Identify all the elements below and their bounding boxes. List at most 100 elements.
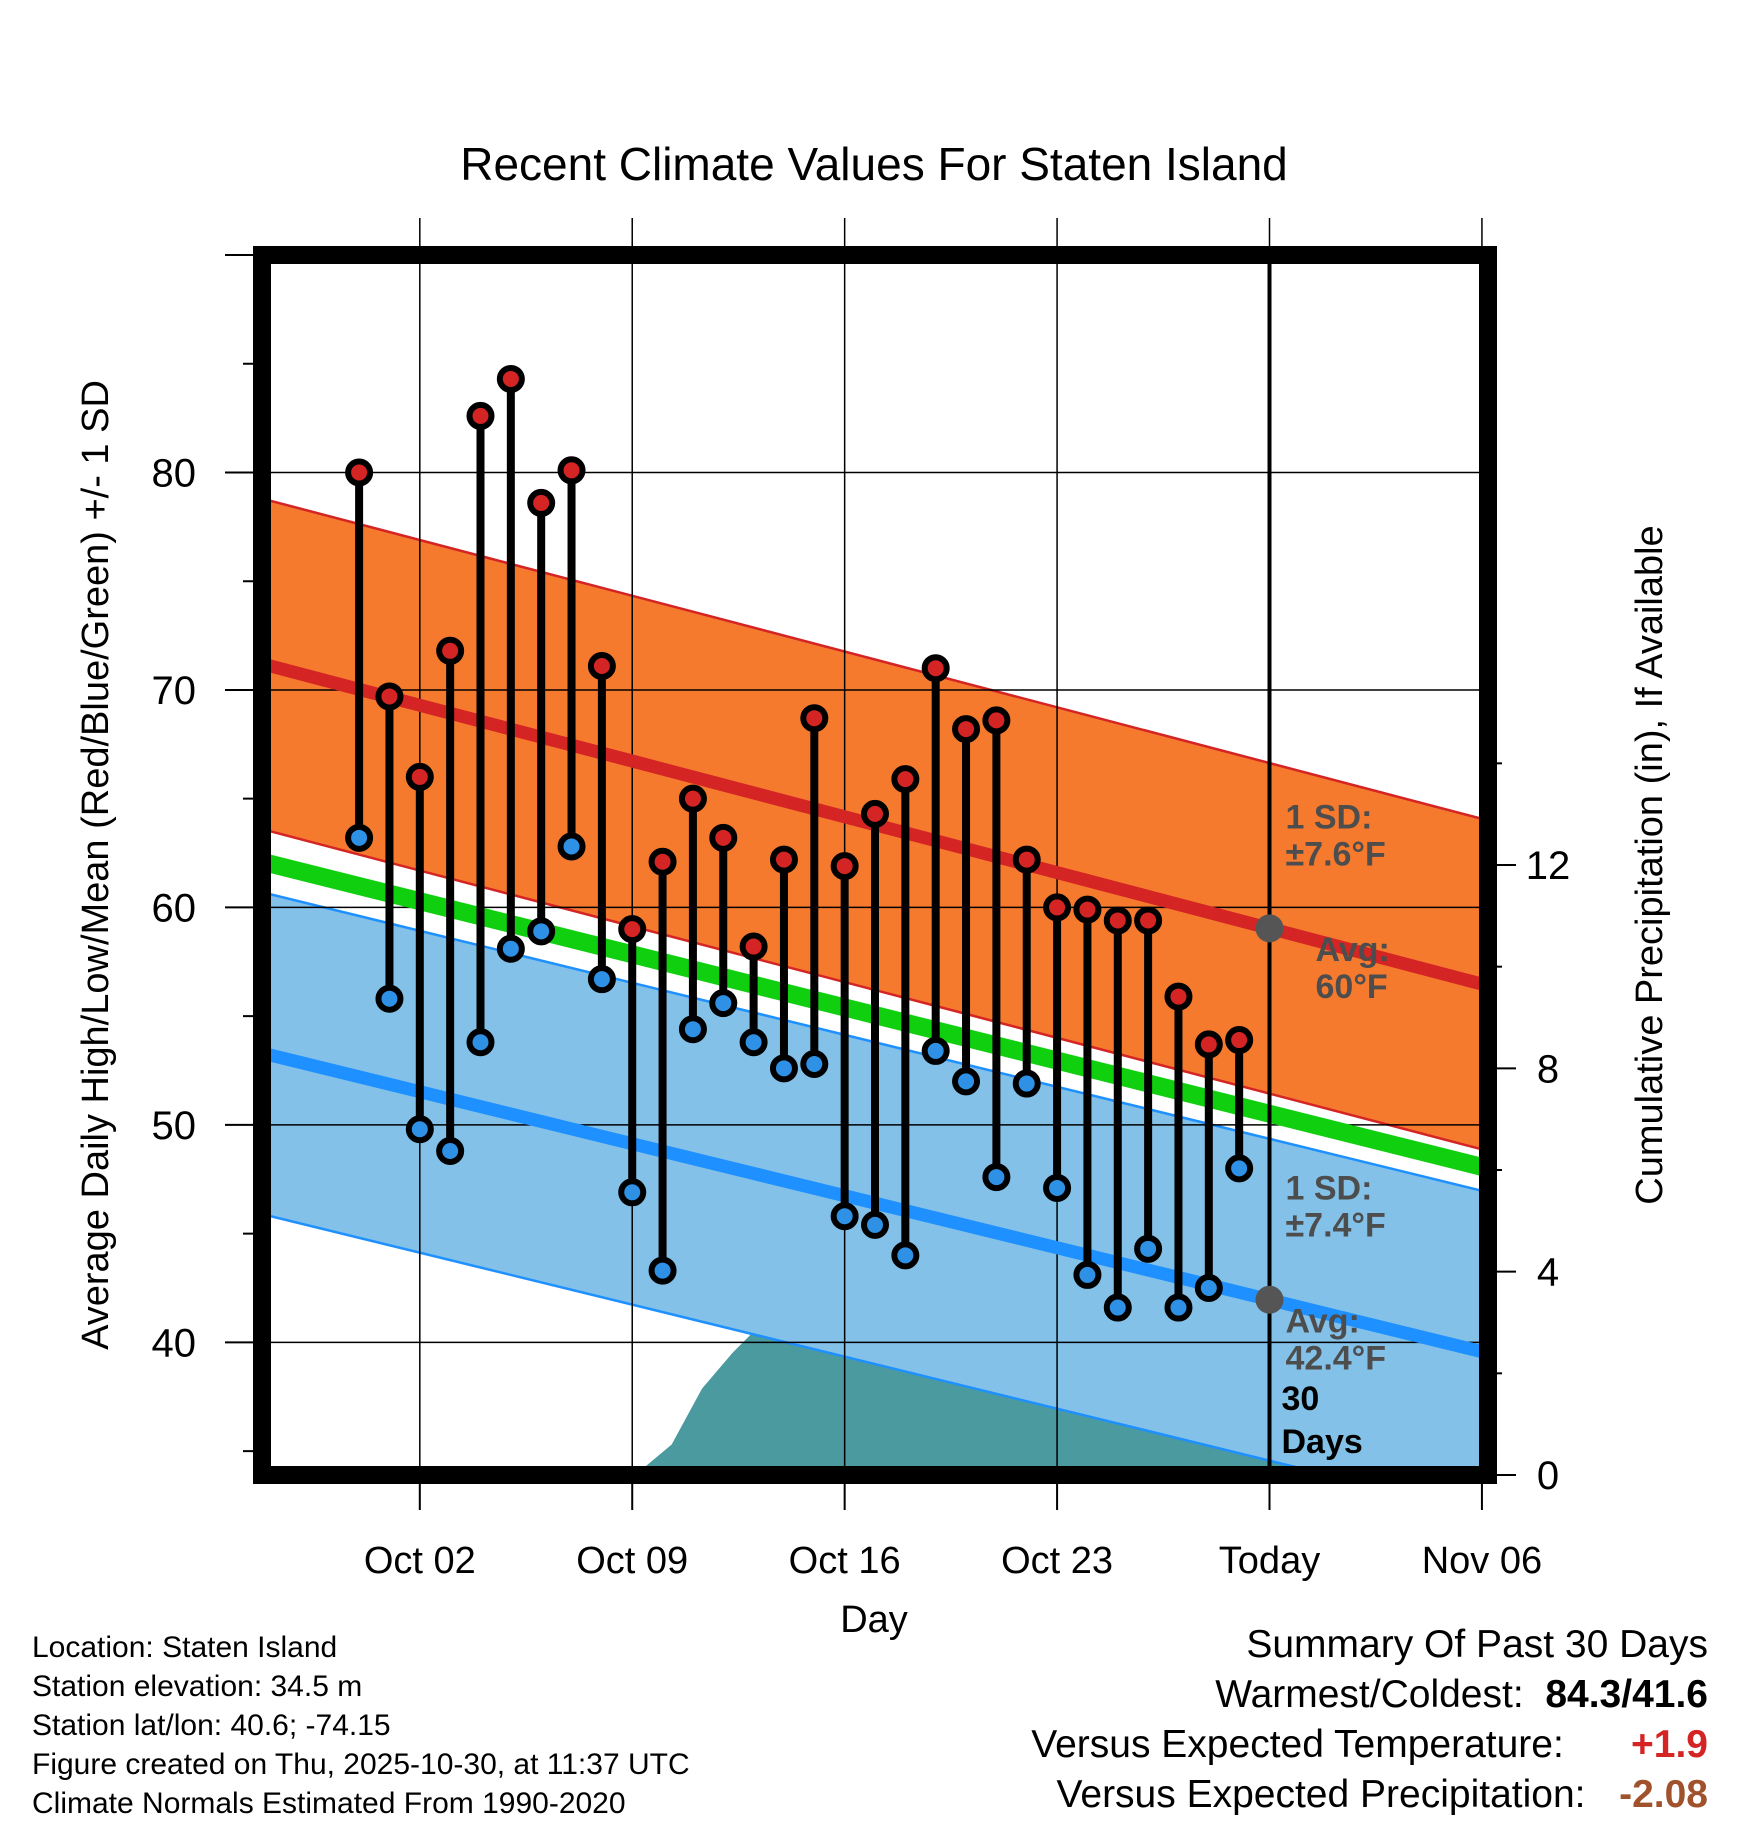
- daily-high-point: [830, 852, 859, 881]
- daily-low-point: [769, 1054, 798, 1083]
- days-window-label-line2: Days: [1282, 1423, 1363, 1461]
- daily-high-point: [1073, 895, 1102, 924]
- daily-low-point: [678, 1015, 707, 1044]
- daily-low-point: [375, 984, 404, 1013]
- high-avg-label-line1: Avg:: [1316, 931, 1390, 969]
- daily-low-point: [527, 917, 556, 946]
- today-low-avg-dot: [1255, 1285, 1284, 1314]
- daily-high-point: [587, 652, 616, 681]
- low-avg-label-line2: 42.4°F: [1286, 1339, 1387, 1377]
- summary-title: Summary Of Past 30 Days: [1246, 1623, 1708, 1666]
- daily-high-point: [982, 706, 1011, 735]
- daily-high-point: [1103, 906, 1132, 935]
- daily-low-point: [982, 1163, 1011, 1192]
- daily-low-point: [709, 989, 738, 1018]
- y2-tick-label: 4: [1537, 1251, 1559, 1295]
- temp-value: +1.9: [1631, 1723, 1708, 1766]
- daily-high-point: [952, 715, 981, 744]
- x-tick-label: Oct 09: [576, 1540, 688, 1582]
- daily-low-point: [1194, 1273, 1223, 1302]
- station-info: Location: Staten Island Station elevatio…: [32, 1628, 690, 1823]
- daily-low-point: [1043, 1173, 1072, 1202]
- daily-high-point: [678, 784, 707, 813]
- y-tick-label: 50: [152, 1104, 197, 1148]
- x-tick-label: Oct 23: [1001, 1540, 1113, 1582]
- daily-low-point: [587, 965, 616, 994]
- daily-low-point: [1103, 1293, 1132, 1322]
- y-axis-label: Average Daily High/Low/Mean (Red/Blue/Gr…: [75, 380, 117, 1350]
- daily-high-point: [800, 704, 829, 733]
- x-tick-label: Today: [1219, 1540, 1320, 1582]
- daily-high-point: [1134, 906, 1163, 935]
- daily-high-point: [709, 823, 738, 852]
- daily-low-point: [921, 1036, 950, 1065]
- daily-low-point: [1225, 1154, 1254, 1183]
- daily-high-point: [1164, 982, 1193, 1011]
- today-high-avg-dot: [1255, 914, 1284, 943]
- y-tick-label: 40: [152, 1321, 197, 1365]
- y-tick-label: 70: [152, 669, 197, 713]
- low-avg-label-line1: Avg:: [1286, 1302, 1360, 1340]
- daily-high-point: [891, 765, 920, 794]
- daily-high-point: [436, 636, 465, 665]
- y-tick-label: 80: [152, 451, 197, 495]
- high-sd-band-upper-edge: [262, 497, 1488, 822]
- daily-high-point: [496, 364, 525, 393]
- normals-text: Climate Normals Estimated From 1990-2020: [32, 1787, 626, 1820]
- daily-low-point: [345, 823, 374, 852]
- daily-low-point: [952, 1067, 981, 1096]
- daily-low-point: [1073, 1260, 1102, 1289]
- summary-panel: Summary Of Past 30 Days Warmest/Coldest:…: [808, 1620, 1708, 1820]
- daily-low-point: [557, 832, 586, 861]
- summary-temp-row: Versus Expected Temperature: +1.9: [808, 1720, 1708, 1770]
- low-sd-label-line1: 1 SD:: [1286, 1170, 1373, 1208]
- daily-low-point: [739, 1028, 768, 1057]
- daily-high-point: [769, 845, 798, 874]
- x-tick-label: Oct 02: [364, 1540, 476, 1582]
- elevation-text: Station elevation: 34.5 m: [32, 1670, 363, 1703]
- daily-low-point: [891, 1241, 920, 1270]
- daily-high-point: [557, 456, 586, 485]
- daily-low-point: [861, 1210, 889, 1239]
- daily-low-point: [405, 1115, 434, 1144]
- low-sd-band-lower-edge: [262, 1212, 1334, 1475]
- days-window-label-line1: 30: [1282, 1380, 1320, 1418]
- precip-label: Versus Expected Precipitation:: [1056, 1773, 1586, 1816]
- daily-low-point: [648, 1256, 677, 1285]
- daily-low-point: [496, 934, 525, 963]
- x-tick-label: Nov 06: [1422, 1540, 1542, 1582]
- x-axis-label: Day: [840, 1599, 908, 1641]
- location-text: Location: Staten Island: [32, 1631, 338, 1664]
- warmest-value: 84.3/41.6: [1545, 1673, 1708, 1716]
- warmest-label: Warmest/Coldest:: [1215, 1673, 1524, 1716]
- daily-high-point: [1043, 893, 1072, 922]
- chart-title: Recent Climate Values For Staten Island: [460, 138, 1288, 190]
- daily-high-point: [648, 847, 677, 876]
- daily-high-point: [1194, 1030, 1223, 1059]
- daily-high-point: [1012, 845, 1041, 874]
- daily-low-point: [618, 1178, 647, 1207]
- low-sd-label-line2: ±7.4°F: [1286, 1207, 1386, 1245]
- daily-high-point: [466, 401, 495, 430]
- daily-low-point: [830, 1202, 859, 1231]
- summary-warmest-row: Warmest/Coldest: 84.3/41.6: [808, 1670, 1708, 1720]
- daily-low-point: [1134, 1234, 1163, 1263]
- daily-high-point: [739, 932, 768, 961]
- y2-tick-label: 12: [1526, 844, 1571, 888]
- daily-low-point: [436, 1136, 465, 1165]
- x-tick-label: Oct 16: [789, 1540, 901, 1582]
- daily-high-point: [375, 682, 404, 711]
- high-sd-label-line2: ±7.6°F: [1286, 835, 1386, 873]
- daily-low-point: [800, 1049, 829, 1078]
- y2-tick-label: 8: [1537, 1047, 1559, 1091]
- summary-precip-row: Versus Expected Precipitation: -2.08: [808, 1770, 1708, 1820]
- daily-low-point: [1164, 1293, 1193, 1322]
- daily-high-point: [527, 488, 556, 517]
- daily-low-point: [1012, 1069, 1041, 1098]
- latlon-text: Station lat/lon: 40.6; -74.15: [32, 1709, 391, 1742]
- y2-tick-label: 0: [1537, 1454, 1559, 1498]
- high-avg-label-line2: 60°F: [1316, 968, 1388, 1006]
- daily-high-point: [861, 799, 889, 828]
- daily-high-point: [1225, 1026, 1254, 1055]
